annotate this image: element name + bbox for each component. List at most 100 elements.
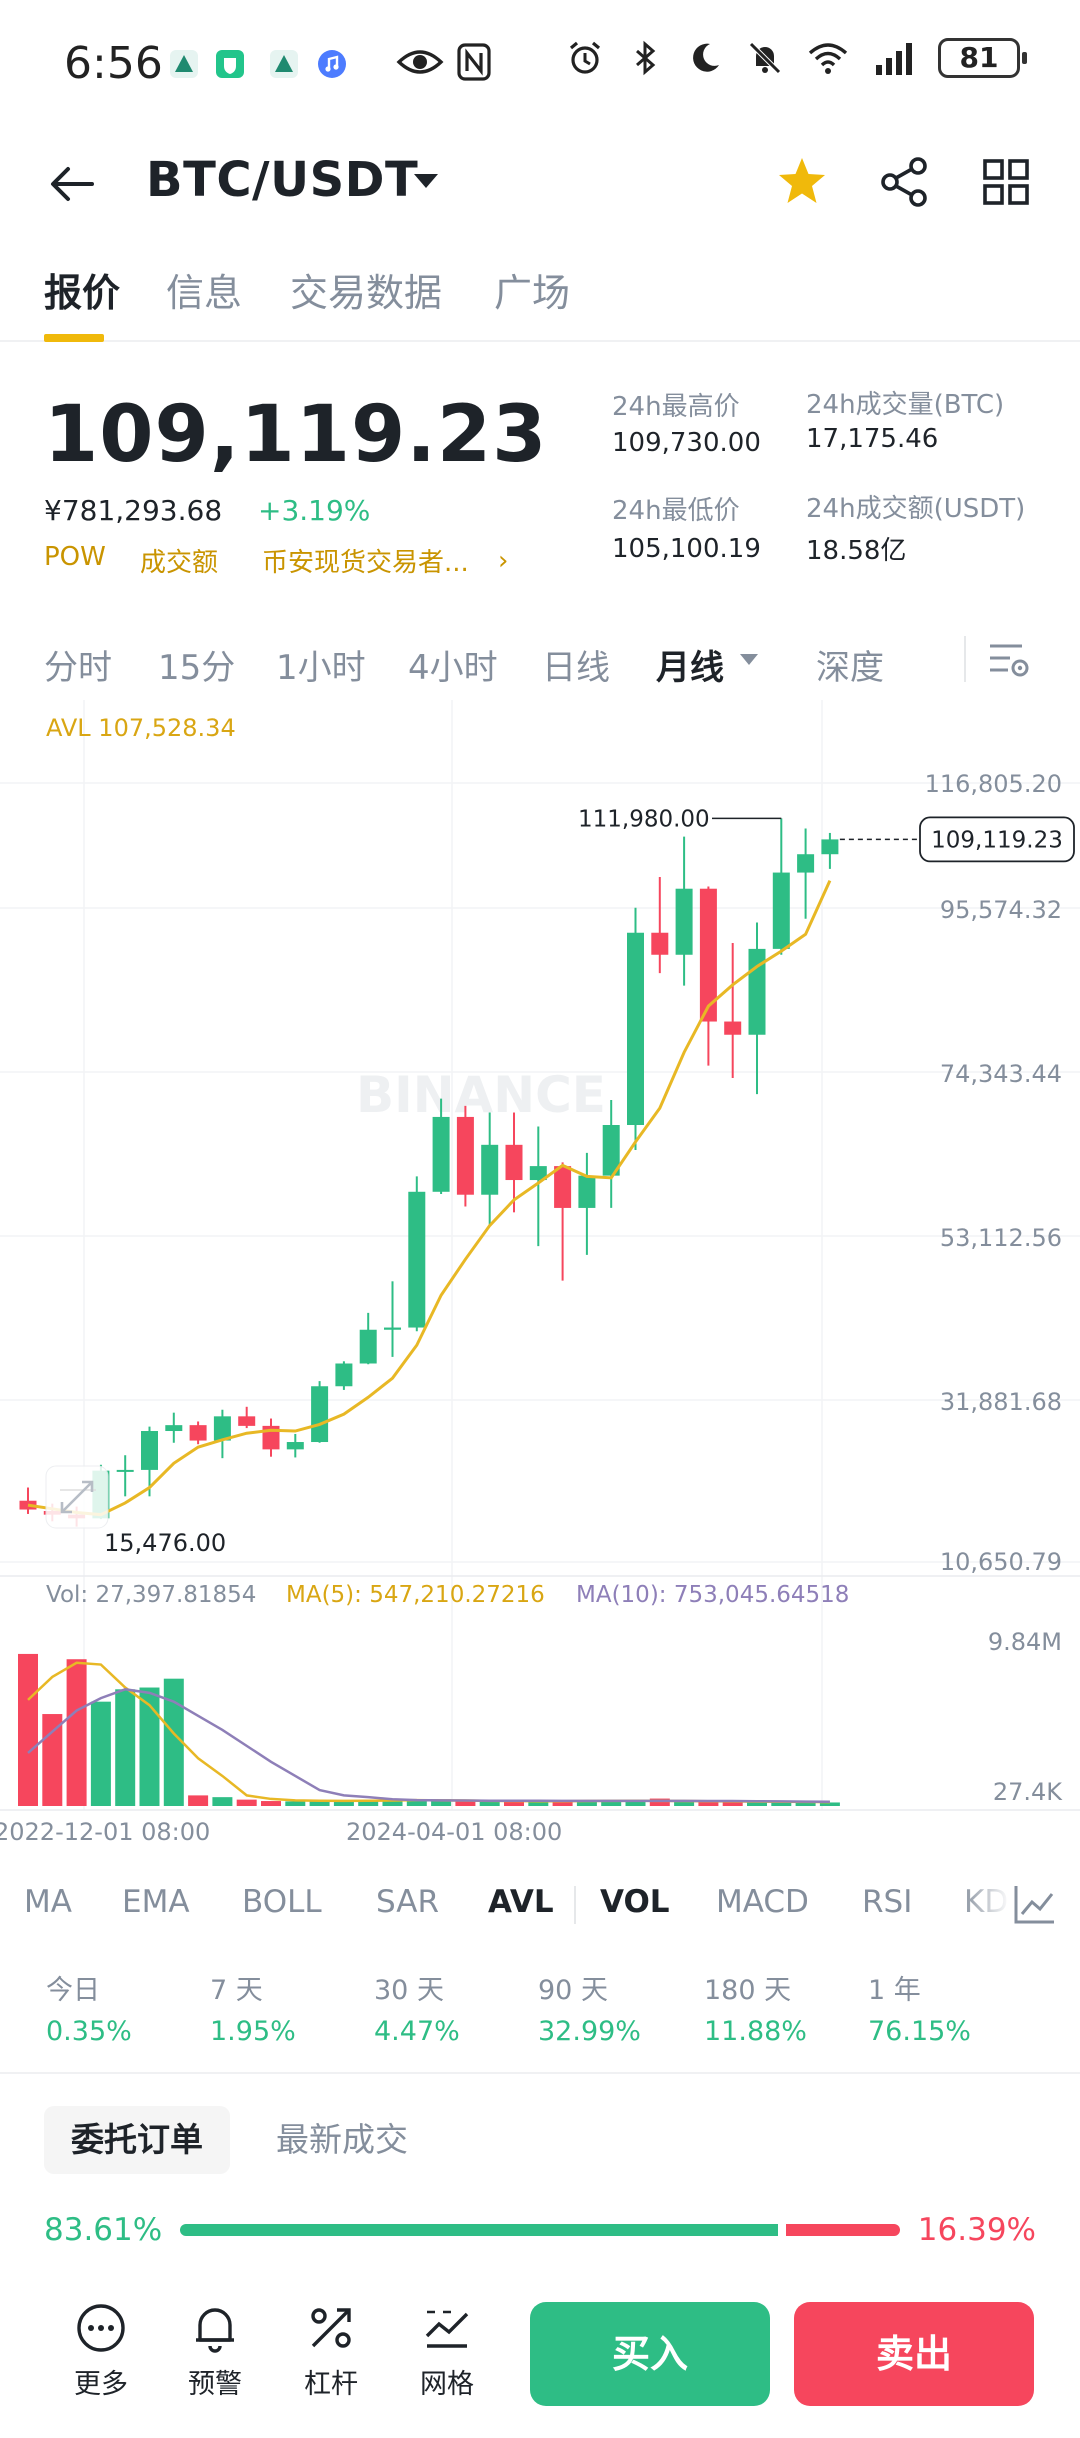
interval-more-caret-icon[interactable] bbox=[740, 654, 758, 665]
price-axis-tick-4: 31,881.68 bbox=[940, 1388, 1062, 1416]
price-axis-tick-1: 95,574.32 bbox=[940, 896, 1062, 924]
more-button[interactable]: 更多 bbox=[56, 2300, 146, 2401]
volume-bar bbox=[674, 1800, 695, 1806]
indicator-vol[interactable]: VOL bbox=[600, 1884, 670, 1920]
indicator-boll[interactable]: BOLL bbox=[242, 1884, 322, 1920]
volume-bar bbox=[66, 1659, 87, 1806]
indicator-rsi[interactable]: RSI bbox=[862, 1884, 913, 1920]
volume-bar bbox=[576, 1801, 597, 1806]
volume-bar bbox=[261, 1801, 281, 1806]
interval-4h[interactable]: 4小时 bbox=[408, 648, 498, 688]
date-label-0: 2022-12-01 08:00 bbox=[0, 1818, 210, 1846]
indicator-sar[interactable]: SAR bbox=[376, 1884, 439, 1920]
indicator-settings-icon[interactable] bbox=[1010, 1880, 1058, 1928]
grid-trading-icon bbox=[425, 2310, 469, 2348]
price-axis-tick-0: 116,805.20 bbox=[925, 770, 1062, 798]
candle-body bbox=[651, 932, 669, 955]
tab-quote[interactable]: 报价 bbox=[44, 271, 121, 315]
volume-bar bbox=[552, 1801, 573, 1806]
avl-line bbox=[27, 880, 832, 1517]
tag-pow[interactable]: POW bbox=[44, 542, 106, 572]
more-dots-icon bbox=[77, 2304, 125, 2352]
perf-value-90d: 32.99% bbox=[538, 2016, 641, 2047]
volume-bar bbox=[163, 1678, 184, 1806]
last-price-tag-box bbox=[919, 816, 1075, 863]
leverage-button[interactable]: 杠杆 bbox=[286, 2300, 376, 2401]
interval-1h[interactable]: 1小时 bbox=[276, 648, 366, 688]
volume-bar bbox=[139, 1687, 160, 1806]
stat-vol-btc-value: 17,175.46 bbox=[806, 424, 939, 454]
tab-square[interactable]: 广场 bbox=[494, 271, 571, 315]
candle-body bbox=[627, 932, 644, 1126]
buy-ratio-bar bbox=[180, 2224, 778, 2236]
favorite-star-icon[interactable] bbox=[772, 152, 832, 212]
volume-bar bbox=[333, 1801, 354, 1806]
tab-info[interactable]: 信息 bbox=[166, 271, 243, 315]
candle-body bbox=[797, 854, 815, 873]
candle-body bbox=[238, 1416, 256, 1426]
grid-menu-icon[interactable] bbox=[976, 152, 1036, 212]
volume-bar bbox=[649, 1798, 670, 1806]
tag-binance-spot-traders[interactable]: 币安现货交易者... bbox=[262, 548, 469, 578]
chart-settings-icon[interactable] bbox=[986, 636, 1032, 682]
volume-bar bbox=[406, 1800, 427, 1806]
interval-15m[interactable]: 15分 bbox=[158, 648, 236, 688]
indicator-ma[interactable]: MA bbox=[24, 1884, 72, 1920]
tab-trading-data[interactable]: 交易数据 bbox=[290, 271, 443, 315]
share-icon[interactable] bbox=[874, 152, 934, 212]
candle-body bbox=[189, 1425, 207, 1441]
indicator-ema[interactable]: EMA bbox=[122, 1884, 190, 1920]
candle-body bbox=[384, 1327, 401, 1330]
sell-button[interactable]: 卖出 bbox=[794, 2302, 1034, 2406]
buy-ratio-value: 83.61% bbox=[44, 2212, 163, 2248]
alert-button[interactable]: 预警 bbox=[170, 2300, 260, 2401]
leverage-label: 杠杆 bbox=[304, 2369, 358, 2400]
volume-bar bbox=[771, 1801, 792, 1806]
volume-bar bbox=[358, 1801, 379, 1806]
buy-button[interactable]: 买入 bbox=[530, 2302, 770, 2406]
price-change-percent: +3.19% bbox=[258, 494, 371, 527]
candle-body bbox=[772, 872, 790, 949]
candle-body bbox=[554, 1166, 572, 1208]
interval-depth[interactable]: 深度 bbox=[816, 648, 884, 688]
chevron-right-icon[interactable]: › bbox=[498, 546, 509, 576]
interval-time-sharing[interactable]: 分时 bbox=[44, 648, 112, 688]
stat-low-value: 105,100.19 bbox=[612, 534, 761, 564]
candle-body bbox=[821, 839, 839, 855]
tab-order-book[interactable]: 委托订单 bbox=[44, 2106, 230, 2174]
indicator-avl[interactable]: AVL bbox=[488, 1884, 554, 1920]
candle-body bbox=[116, 1469, 134, 1472]
volume-bar bbox=[455, 1800, 476, 1806]
interval-1m[interactable]: 月线 bbox=[656, 648, 724, 688]
volume-bar bbox=[382, 1801, 403, 1806]
date-label-1: 2024-04-01 08:00 bbox=[346, 1818, 562, 1846]
status-time: 6:56 bbox=[64, 38, 163, 89]
music-app-icon bbox=[318, 50, 346, 78]
eye-icon bbox=[396, 44, 444, 84]
pair-dropdown-caret-icon[interactable] bbox=[414, 174, 438, 188]
app-notification-icon bbox=[170, 50, 198, 78]
candlestick-chart[interactable]: BINANCE 111,980.00 109,119.23 AVL 107,528… bbox=[0, 700, 1080, 1850]
status-bar: 6:56 81 bbox=[0, 0, 1080, 130]
volume-bar bbox=[479, 1800, 500, 1806]
interval-1d[interactable]: 日线 bbox=[542, 648, 610, 688]
grid-button[interactable]: 网格 bbox=[402, 2300, 492, 2401]
candle-body bbox=[578, 1175, 596, 1208]
back-arrow-icon[interactable] bbox=[44, 156, 100, 212]
expand-chart-icon[interactable] bbox=[45, 1465, 109, 1529]
volume-bar bbox=[285, 1801, 306, 1806]
tag-turnover[interactable]: 成交额 bbox=[140, 548, 219, 578]
battery-indicator: 81 bbox=[938, 38, 1027, 78]
candle-body bbox=[311, 1386, 329, 1443]
nfc-icon bbox=[456, 42, 492, 86]
trading-pair-title[interactable]: BTC/USDT bbox=[146, 152, 419, 208]
perf-label-30d: 30 天 bbox=[374, 1975, 444, 2006]
candle-body bbox=[724, 1021, 742, 1035]
app-notification-icon-2 bbox=[270, 50, 298, 78]
indicator-macd[interactable]: MACD bbox=[716, 1884, 809, 1920]
vol-ma10-label: MA(10): 753,045.64518 bbox=[576, 1582, 849, 1608]
candle-body bbox=[432, 1116, 450, 1192]
tab-latest-trades[interactable]: 最新成交 bbox=[276, 2120, 408, 2159]
vol-ma5-label: MA(5): 547,210.27216 bbox=[286, 1582, 545, 1608]
candle-body bbox=[481, 1144, 499, 1195]
